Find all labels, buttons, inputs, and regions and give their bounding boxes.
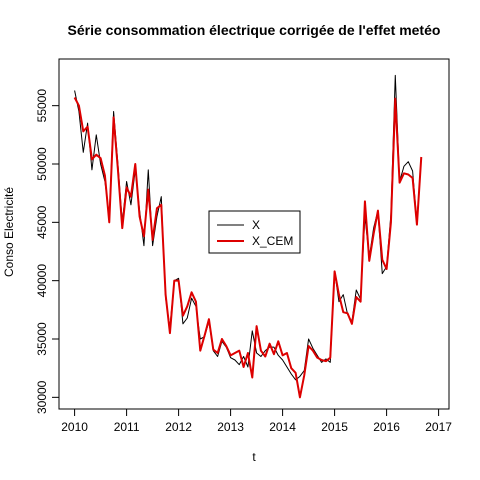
y-tick-label: 45000 bbox=[35, 205, 49, 239]
y-tick-label: 50000 bbox=[35, 147, 49, 181]
x-tick-label: 2017 bbox=[425, 420, 452, 434]
x-axis-label: t bbox=[252, 450, 256, 464]
x-tick-label: 2011 bbox=[114, 420, 140, 434]
y-axis: 30000 35000 40000 45000 50000 55000 bbox=[35, 89, 60, 414]
y-tick-label: 30000 bbox=[35, 380, 49, 414]
legend-label-x: X bbox=[252, 218, 260, 232]
y-tick-label: 55000 bbox=[35, 89, 49, 123]
series-line-x-cem bbox=[73, 97, 423, 399]
legend-box bbox=[208, 210, 301, 254]
series-layer bbox=[73, 74, 423, 399]
y-axis-label: Conso Electricité bbox=[2, 187, 16, 277]
x-tick-label: 2012 bbox=[165, 420, 192, 434]
x-tick-label: 2015 bbox=[321, 420, 348, 434]
x-tick-label: 2013 bbox=[217, 420, 244, 434]
x-axis: 2010 2011 2012 2013 2014 2015 2016 2017 bbox=[61, 408, 452, 434]
legend-label-x-cem: X_CEM bbox=[252, 234, 293, 248]
x-tick-label: 2014 bbox=[269, 420, 296, 434]
y-tick-label: 35000 bbox=[35, 322, 49, 356]
chart-title: Série consommation électrique corrigée d… bbox=[68, 22, 441, 38]
y-tick-label: 40000 bbox=[35, 264, 49, 298]
legend: X X_CEM bbox=[208, 210, 301, 254]
x-tick-label: 2010 bbox=[61, 420, 88, 434]
x-tick-label: 2016 bbox=[373, 420, 400, 434]
